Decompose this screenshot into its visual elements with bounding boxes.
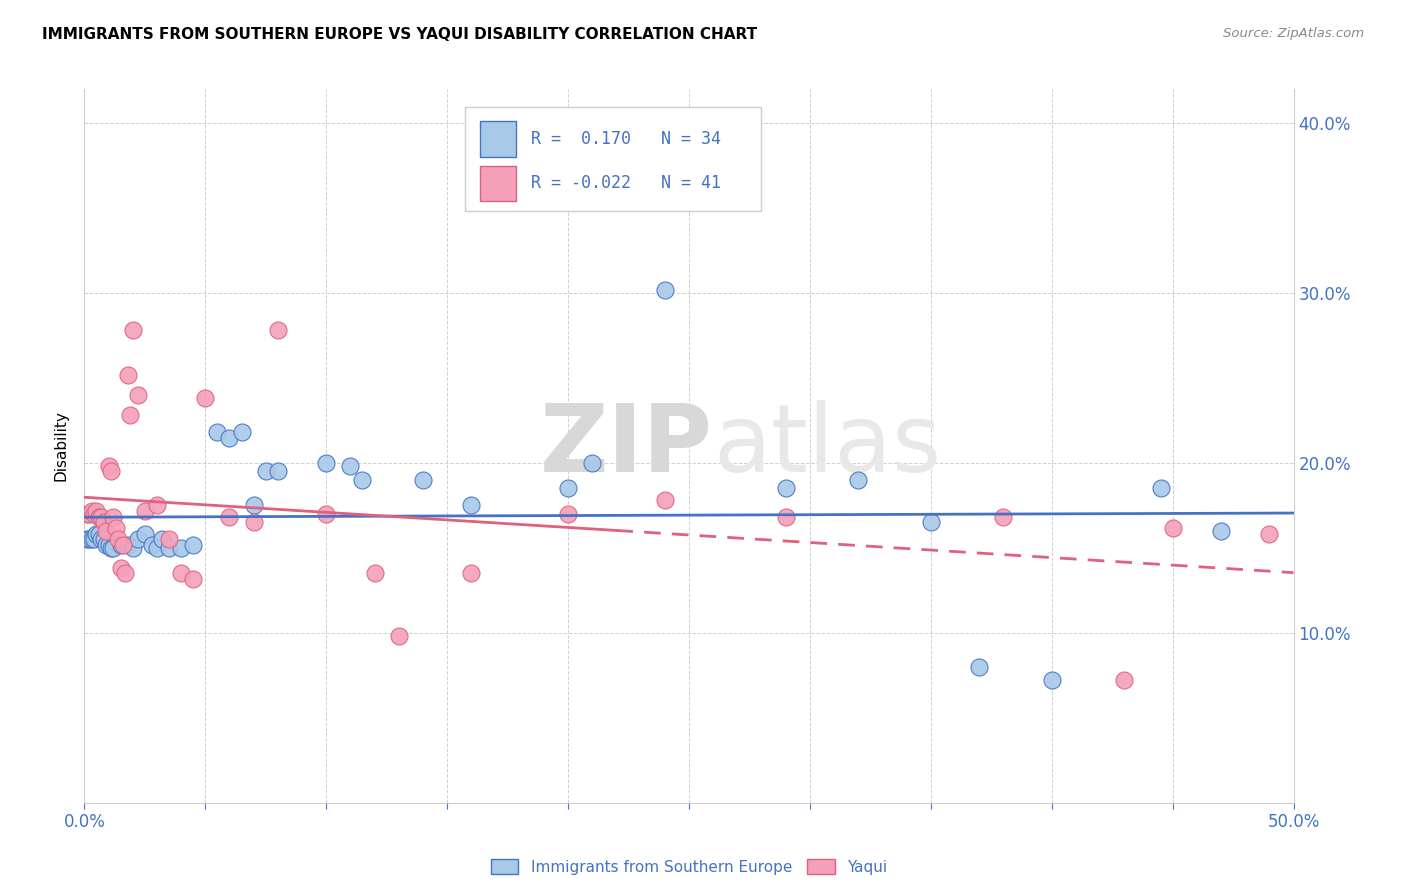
Point [967,660,990,674]
FancyBboxPatch shape [479,166,516,202]
Point [157,533,180,547]
Point [86,527,108,541]
Point [77,507,100,521]
Point [181,537,204,551]
Point [194,392,217,406]
Point [557,507,579,521]
Point [1209,524,1232,538]
Point [94,537,117,551]
Point [654,283,676,297]
Point [242,499,264,513]
Point [1161,520,1184,534]
Point [110,537,132,551]
Point [93,533,115,547]
Text: R =  0.170   N = 34: R = 0.170 N = 34 [530,130,720,148]
Point [76,507,98,521]
Point [846,473,869,487]
Point [90,533,112,547]
Point [86,503,108,517]
Point [100,465,122,479]
Point [352,473,374,487]
Point [77,533,100,547]
Point [146,499,169,513]
Point [103,510,125,524]
Point [315,456,337,470]
Point [127,533,149,547]
Point [117,537,139,551]
Point [157,541,180,555]
Point [775,482,797,496]
Legend: Immigrants from Southern Europe, Yaqui: Immigrants from Southern Europe, Yaqui [485,853,893,880]
Point [76,533,98,547]
Point [87,527,110,541]
Point [120,409,142,423]
Point [80,533,103,547]
Point [97,537,120,551]
Text: IMMIGRANTS FROM SOUTHERN EUROPE VS YAQUI DISABILITY CORRELATION CHART: IMMIGRANTS FROM SOUTHERN EUROPE VS YAQUI… [42,27,758,42]
Point [83,507,105,521]
Point [134,527,156,541]
Point [267,323,290,337]
Point [181,572,204,586]
Point [218,510,240,524]
Point [100,541,122,555]
Point [87,510,110,524]
Point [1258,527,1281,541]
Point [581,456,603,470]
Text: ZIP: ZIP [540,400,713,492]
Point [315,507,337,521]
Text: R = -0.022   N = 41: R = -0.022 N = 41 [530,175,720,193]
Point [127,388,149,402]
Point [654,493,676,508]
Point [460,499,482,513]
Point [170,566,193,581]
Point [1114,673,1136,688]
Point [363,566,385,581]
Point [97,459,120,474]
Point [231,425,253,440]
Point [114,566,136,581]
Point [150,533,173,547]
Point [775,510,797,524]
Point [412,473,434,487]
Point [460,566,482,581]
Point [993,510,1015,524]
Point [121,323,143,337]
Point [254,465,277,479]
Point [83,533,105,547]
Point [557,482,579,496]
Text: atlas: atlas [713,400,942,492]
Point [388,629,411,643]
Point [104,520,127,534]
FancyBboxPatch shape [465,107,762,211]
Point [218,430,240,444]
Point [121,541,143,555]
Point [141,537,163,551]
Point [267,465,290,479]
Point [107,533,129,547]
Y-axis label: Disability: Disability [53,410,69,482]
Point [339,459,361,474]
Point [112,537,135,551]
Point [1149,482,1171,496]
Point [117,368,139,382]
FancyBboxPatch shape [479,121,516,157]
Point [80,503,103,517]
Point [207,425,229,440]
Point [103,541,125,555]
Point [134,503,156,517]
Point [1040,673,1063,688]
Point [170,541,193,555]
Point [90,510,112,524]
Point [146,541,169,555]
Point [94,524,117,538]
Point [920,516,942,530]
Point [110,561,132,575]
Point [93,516,115,530]
Text: Source: ZipAtlas.com: Source: ZipAtlas.com [1223,27,1364,40]
Point [242,516,264,530]
